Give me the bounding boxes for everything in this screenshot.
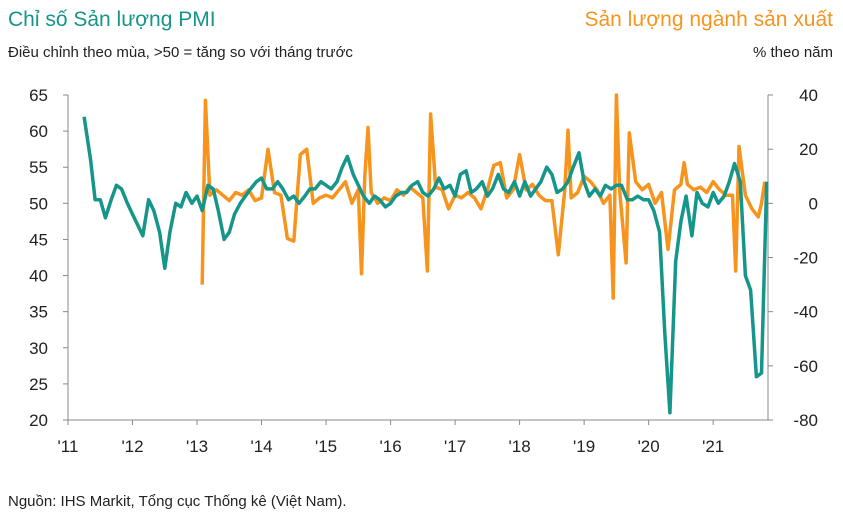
x-tick-label: '16 [380, 437, 402, 456]
x-tick-label: '15 [315, 437, 337, 456]
x-tick-label: '18 [509, 437, 531, 456]
y-tick-label: 50 [29, 194, 48, 213]
chart-subtitle: Điều chỉnh theo mùa, >50 = tăng so với t… [8, 44, 353, 61]
y-tick-label: 30 [29, 339, 48, 358]
y2-tick-label: -20 [793, 249, 818, 268]
y-tick-label: 25 [29, 375, 48, 394]
y-tick-label: 65 [29, 86, 48, 105]
y2-tick-label: -40 [793, 303, 818, 322]
y-tick-label: 45 [29, 230, 48, 249]
x-tick-label: '19 [573, 437, 595, 456]
y2-tick-label: 20 [799, 140, 818, 159]
y2-tick-label: -60 [793, 357, 818, 376]
x-tick-label: '20 [638, 437, 660, 456]
series-line [82, 116, 769, 415]
y2-tick-label: 0 [809, 194, 818, 213]
y2-tick-label: -80 [793, 411, 818, 430]
x-tick-label: '11 [58, 437, 79, 456]
y-tick-label: 35 [29, 303, 48, 322]
y-tick-label: 60 [29, 122, 48, 141]
chart-title: Chỉ số Sản lượng PMI [8, 8, 216, 31]
y-tick-label: 55 [29, 158, 48, 177]
x-tick-label: '12 [121, 437, 143, 456]
series-line [200, 93, 767, 300]
x-tick-label: '14 [250, 437, 272, 456]
x-tick-label: '17 [444, 437, 466, 456]
x-tick-label: '13 [186, 437, 208, 456]
y-tick-label: 20 [29, 411, 48, 430]
y-tick-label: 40 [29, 267, 48, 286]
right-subtitle: % theo năm [753, 44, 833, 61]
source-note: Nguồn: IHS Markit, Tổng cục Thống kê (Vi… [8, 493, 346, 510]
right-title: Sản lượng ngành sản xuất [584, 8, 833, 31]
x-tick-label: '21 [702, 437, 724, 456]
y2-tick-label: 40 [799, 86, 818, 105]
